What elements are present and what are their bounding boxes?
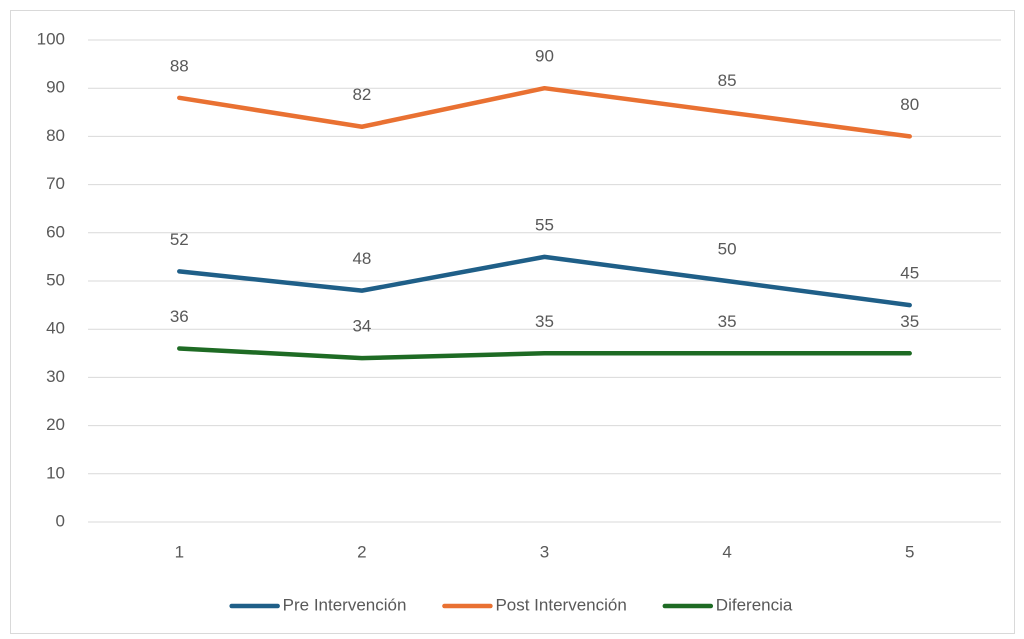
data-label: 85	[718, 71, 737, 90]
y-tick-label: 90	[46, 78, 65, 97]
y-tick-label: 50	[46, 270, 65, 289]
series-line	[177, 85, 912, 139]
data-label: 88	[170, 56, 189, 75]
data-label: 90	[535, 47, 554, 66]
y-tick-label: 100	[37, 29, 65, 48]
data-label: 36	[170, 307, 189, 326]
y-tick-label: 70	[46, 174, 65, 193]
legend-label: Post Intervención	[495, 595, 626, 614]
y-tick-label: 10	[46, 463, 65, 482]
y-tick-label: 60	[46, 222, 65, 241]
x-tick-label: 5	[905, 542, 914, 561]
legend-label: Pre Intervención	[283, 595, 407, 614]
y-tick-label: 30	[46, 367, 65, 386]
y-tick-label: 0	[56, 511, 65, 530]
data-label: 55	[535, 215, 554, 234]
series-line	[177, 346, 912, 361]
data-label: 45	[900, 264, 919, 283]
data-label: 50	[718, 239, 737, 258]
x-tick-label: 4	[722, 542, 731, 561]
data-label: 48	[352, 249, 371, 268]
x-tick-label: 2	[357, 542, 366, 561]
x-tick-label: 1	[175, 542, 184, 561]
data-label: 35	[900, 312, 919, 331]
series-line	[177, 254, 912, 308]
y-tick-label: 80	[46, 126, 65, 145]
data-label: 80	[900, 95, 919, 114]
data-label: 34	[352, 317, 371, 336]
chart-border	[10, 10, 1015, 634]
data-label: 35	[718, 312, 737, 331]
y-tick-label: 20	[46, 415, 65, 434]
data-label: 35	[535, 312, 554, 331]
data-label: 82	[352, 85, 371, 104]
data-label: 52	[170, 230, 189, 249]
x-tick-label: 3	[540, 542, 549, 561]
legend-label: Diferencia	[716, 595, 793, 614]
y-tick-label: 40	[46, 319, 65, 338]
